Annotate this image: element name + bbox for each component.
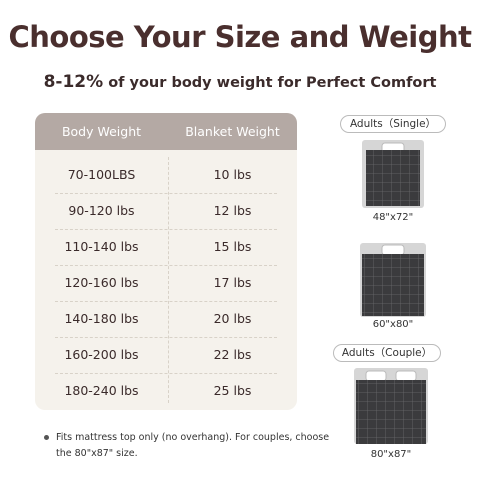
blanket-weight-cell: 15 lbs (213, 239, 252, 254)
body-weight-cell: 180-240 lbs (64, 383, 139, 398)
blanket-weight-cell: 20 lbs (213, 311, 252, 326)
badge: Adults（Single） (340, 115, 446, 133)
blanket-weight-cell: 12 lbs (213, 203, 252, 218)
body-weight-cell: 90-120 lbs (68, 203, 135, 218)
row-separator (55, 301, 277, 302)
blanket-weight-cell: 25 lbs (213, 383, 252, 398)
blanket-couple (354, 368, 428, 444)
title: Choose Your Size and Weight (8, 20, 472, 54)
body-weight-cell: 120-160 lbs (64, 275, 139, 290)
blanket-weight-cell: 17 lbs (213, 275, 252, 290)
blanket-weight-cell: 10 lbs (213, 167, 252, 182)
size-label: 80"x87" (370, 449, 412, 460)
table-header: Body Weight Blanket Weight (35, 113, 297, 150)
body-weight-cell: 160-200 lbs (64, 347, 139, 362)
body-weight-cell: 140-180 lbs (64, 311, 139, 326)
blanket-weight-cell: 22 lbs (213, 347, 252, 362)
subtitle-text: of your body weight for Perfect Comfort (108, 75, 437, 91)
row-separator (55, 265, 277, 266)
blanket-single-small (362, 140, 424, 208)
body-weight-cell: 70-100LBS (67, 167, 136, 182)
column-header: Blanket Weight (185, 124, 280, 139)
size-label: 60"x80" (372, 319, 414, 330)
badge: Adults（Couple） (333, 344, 441, 362)
column-header: Body Weight (61, 124, 142, 139)
row-separator (55, 337, 277, 338)
footnote: Fits mattress top only (no overhang). Fo… (44, 430, 336, 462)
row-separator (55, 193, 277, 194)
body-weight-cell: 110-140 lbs (64, 239, 139, 254)
size-label: 48"x72" (372, 212, 414, 223)
subtitle: 8-12% of your body weight for Perfect Co… (0, 72, 480, 92)
subtitle-highlight: 8-12% (43, 72, 104, 92)
row-separator (55, 229, 277, 230)
weight-table: Body Weight Blanket Weight 70-100LBS 10 l… (35, 113, 297, 410)
blanket-single-large (360, 243, 426, 317)
row-separator (55, 373, 277, 374)
column-divider (168, 157, 169, 403)
